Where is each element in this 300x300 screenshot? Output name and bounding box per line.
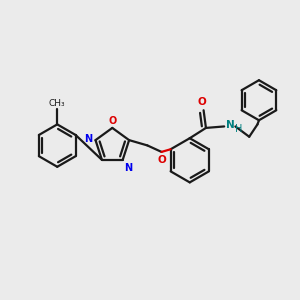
Text: N: N <box>124 163 132 173</box>
Text: N: N <box>84 134 93 144</box>
Text: O: O <box>109 116 117 126</box>
Text: H: H <box>235 124 242 134</box>
Text: O: O <box>198 97 206 107</box>
Text: CH₃: CH₃ <box>49 99 66 108</box>
Text: O: O <box>157 155 166 165</box>
Text: N: N <box>226 120 234 130</box>
